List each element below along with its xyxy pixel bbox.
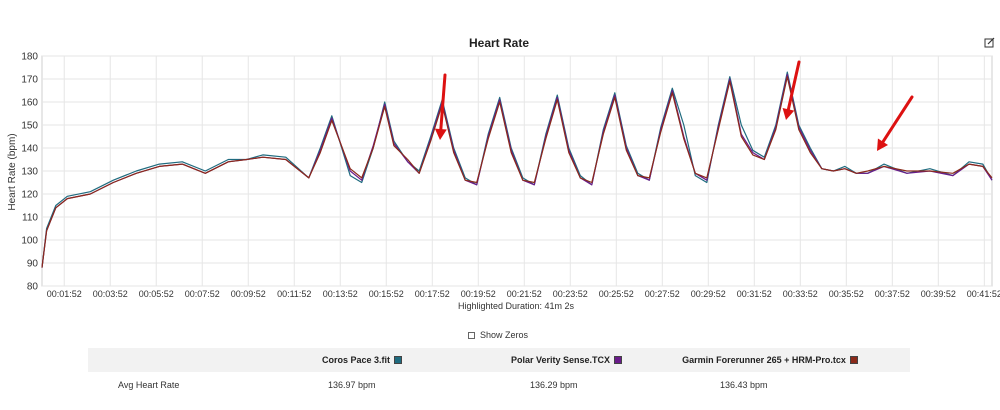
x-tick-label: 00:03:52: [93, 289, 128, 299]
x-tick-label: 00:01:52: [47, 289, 82, 299]
heart-rate-chart: Heart Rate 80 90 100 110 120 130 140 150 160 170 1…: [7, 36, 1000, 311]
y-tick-label: 170: [21, 75, 38, 86]
x-tick-label: 00:37:52: [875, 289, 910, 299]
x-tick-label: 00:35:52: [829, 289, 864, 299]
x-tick-label: 00:29:52: [691, 289, 726, 299]
grid: [41, 55, 993, 287]
y-tick-label: 130: [21, 167, 38, 178]
x-axis-label: Highlighted Duration: 41m 2s: [458, 301, 575, 311]
row-label: Avg Heart Rate: [118, 380, 180, 390]
x-tick-label: 00:07:52: [185, 289, 220, 299]
y-tick-label: 110: [22, 213, 38, 224]
series-line-2: [41, 76, 993, 268]
x-tick-label: 00:17:52: [415, 289, 450, 299]
polar-avg-value: 136.29 bpm: [530, 380, 578, 390]
y-tick-label: 80: [27, 282, 39, 293]
y-tick-label: 120: [21, 190, 38, 201]
coros-avg-value: 136.97 bpm: [328, 380, 376, 390]
garmin-color-swatch: [849, 356, 858, 364]
x-tick-label: 00:27:52: [645, 289, 680, 299]
polar-color-swatch: [614, 356, 622, 364]
coros-color-swatch: [394, 356, 402, 364]
x-tick-label: 00:31:52: [737, 289, 772, 299]
series-lines: [41, 71, 993, 268]
y-tick-label: 150: [21, 121, 38, 132]
show-zeros-label: Show Zeros: [480, 330, 529, 340]
device-header-garmin: Garmin Forerunner 265 + HRM-Pro.tcx: [630, 355, 910, 365]
x-tick-label: 00:05:52: [139, 289, 174, 299]
y-tick-label: 160: [21, 98, 38, 109]
show-zeros-toggle[interactable]: Show Zeros: [468, 330, 528, 340]
y-axis-ticks: 80 90 100 110 120 130 140 150 160 170 180: [21, 52, 38, 293]
x-tick-label: 00:33:52: [783, 289, 818, 299]
y-tick-label: 180: [21, 52, 38, 63]
x-axis-ticks: 00:01:52 00:03:52 00:05:52 00:07:52 00:09:52…: [47, 289, 1000, 299]
y-tick-label: 90: [27, 259, 39, 270]
x-tick-label: 00:09:52: [231, 289, 266, 299]
annotation-arrow-2: [877, 95, 914, 151]
stats-header: Coros Pace 3.fit Polar Verity Sense.TCX …: [88, 348, 910, 372]
chart-title: Heart Rate: [469, 36, 529, 50]
x-tick-label: 00:23:52: [553, 289, 588, 299]
x-tick-label: 00:11:52: [277, 289, 311, 299]
x-tick-label: 00:41:52: [967, 289, 1000, 299]
x-tick-label: 00:25:52: [599, 289, 634, 299]
garmin-avg-value: 136.43 bpm: [720, 380, 768, 390]
avg-heart-rate-row: Avg Heart Rate 136.97 bpm 136.29 bpm 136…: [88, 372, 910, 398]
x-tick-label: 00:13:52: [323, 289, 358, 299]
annotation-arrow-1: [782, 60, 801, 120]
y-tick-label: 100: [21, 236, 38, 247]
stats-table: Coros Pace 3.fit Polar Verity Sense.TCX …: [88, 348, 910, 398]
x-tick-label: 00:15:52: [369, 289, 404, 299]
annotation-arrows: [434, 60, 914, 151]
x-tick-label: 00:39:52: [921, 289, 956, 299]
x-tick-label: 00:21:52: [507, 289, 542, 299]
y-tick-label: 140: [21, 144, 38, 155]
annotation-arrow-0: [434, 73, 447, 140]
export-icon[interactable]: [984, 37, 995, 48]
x-tick-label: 00:19:52: [461, 289, 496, 299]
y-axis-label: Heart Rate (bpm): [7, 133, 18, 210]
device-header-polar: Polar Verity Sense.TCX: [408, 355, 630, 365]
series-line-0: [41, 71, 993, 268]
device-header-coros: Coros Pace 3.fit: [220, 355, 408, 365]
show-zeros-checkbox[interactable]: [468, 331, 475, 339]
